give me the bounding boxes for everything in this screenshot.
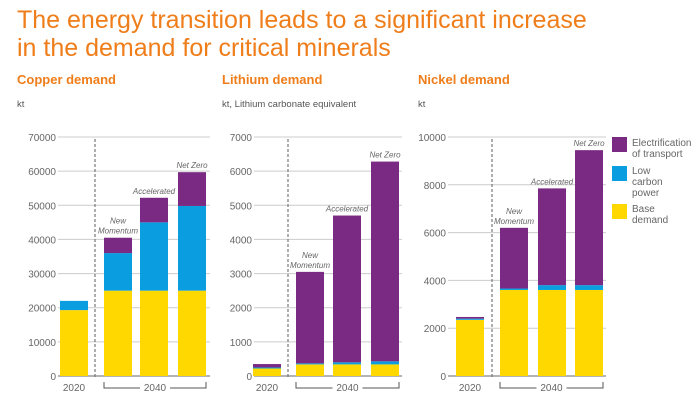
nickel-group-bracket [499,382,604,389]
copper-bar-electrification [104,237,132,254]
copper-scenario-label: Accelerated [132,187,176,196]
nickel-xtick-label: 2020 [459,383,482,394]
nickel-bar-electrification [500,227,528,289]
copper-group-bracket [103,382,207,389]
nickel-bar-electrification [538,188,566,286]
copper-xtick-label: 2040 [144,383,167,394]
nickel-bar-electrification [456,316,484,319]
lithium-bar-low_carbon [333,362,361,365]
copper-ytick-label: 20000 [28,304,56,315]
legend-label-base: Base demand [632,204,669,226]
legend-label-electrification: Electrification of transport [632,138,692,160]
lithium-ytick-label: 4000 [230,235,253,246]
lithium-unit-label: kt, Lithium carbonate equivalent [222,99,357,110]
lithium-bar-electrification [253,364,281,368]
copper-bar-base [178,290,206,376]
lithium-bar-base [371,364,399,376]
lithium-bar-electrification [333,215,361,363]
copper-chart-title: Copper demand [17,72,116,87]
legend-swatch-electrification [612,137,627,152]
nickel-bar-base [500,289,528,376]
lithium-ytick-label: 5000 [230,201,253,212]
lithium-ytick-label: 3000 [230,270,253,281]
legend-label-low-carbon: Low carbon power [632,166,663,199]
copper-ytick-label: 10000 [28,338,56,349]
nickel-ytick-label: 0 [440,372,446,383]
copper-ytick-label: 70000 [28,133,56,144]
lithium-chart-title: Lithium demand [222,72,323,87]
nickel-bar-electrification [575,150,603,286]
lithium-scenario-label: Momentum [290,261,330,270]
copper-ytick-label: 0 [50,372,56,383]
nickel-xtick-label: 2040 [540,383,563,394]
lithium-bar-low_carbon [253,367,281,369]
legend-swatch-base [612,204,627,219]
nickel-bar-base [538,289,566,376]
lithium-bar-low_carbon [371,361,399,365]
copper-bar-base [140,290,168,376]
lithium-ytick-label: 0 [246,372,252,383]
copper-bar-electrification [140,197,168,223]
nickel-ytick-label: 8000 [424,181,447,192]
lithium-ytick-label: 2000 [230,304,253,315]
nickel-bar-base [456,319,484,376]
copper-bar-base [104,290,132,376]
lithium-scenario-label: Net Zero [369,151,401,160]
lithium-xtick-label: 2040 [336,383,359,394]
copper-ytick-label: 30000 [28,270,56,281]
lithium-scenario-label: Accelerated [325,205,369,214]
copper-bar-low_carbon [104,253,132,291]
lithium-scenario-label: New [302,251,319,260]
copper-ytick-label: 50000 [28,201,56,212]
copper-bar-low_carbon [178,205,206,291]
nickel-ytick-label: 10000 [418,133,446,144]
nickel-bar-low_carbon [538,285,566,290]
copper-unit-label: kt [17,99,25,110]
copper-xtick-label: 2020 [63,383,86,394]
copper-scenario-label: Momentum [98,227,138,236]
lithium-bar-base [296,364,324,376]
nickel-bar-low_carbon [500,288,528,290]
copper-bar-low_carbon [60,300,88,311]
nickel-ytick-label: 4000 [424,276,447,287]
lithium-bar-base [253,368,281,376]
copper-bar-electrification [178,172,206,206]
nickel-scenario-label: Accelerated [530,177,574,186]
nickel-bar-base [575,289,603,376]
lithium-ytick-label: 7000 [230,133,253,144]
nickel-scenario-label: Net Zero [573,139,605,148]
nickel-bar-low_carbon [456,318,484,320]
nickel-chart-title: Nickel demand [418,72,510,87]
nickel-unit-label: kt [418,99,426,110]
copper-scenario-label: New [110,217,127,226]
copper-bar-low_carbon [140,222,168,291]
nickel-ytick-label: 6000 [424,229,447,240]
lithium-bar-low_carbon [296,363,324,365]
lithium-group-bracket [295,382,400,389]
copper-ytick-label: 40000 [28,235,56,246]
lithium-xtick-label: 2020 [256,383,279,394]
nickel-scenario-label: Momentum [494,217,534,226]
nickel-scenario-label: New [506,207,523,216]
copper-bar-base [60,310,88,376]
lithium-bar-base [333,364,361,376]
copper-ytick-label: 60000 [28,167,56,178]
lithium-ytick-label: 1000 [230,338,253,349]
lithium-bar-electrification [296,271,324,364]
lithium-bar-electrification [371,161,399,362]
nickel-bar-low_carbon [575,285,603,290]
copper-scenario-label: Net Zero [176,161,208,170]
lithium-ytick-label: 6000 [230,167,253,178]
page-title: The energy transition leads to a signifi… [17,6,587,62]
nickel-ytick-label: 2000 [424,324,447,335]
legend-swatch-low-carbon [612,166,627,181]
